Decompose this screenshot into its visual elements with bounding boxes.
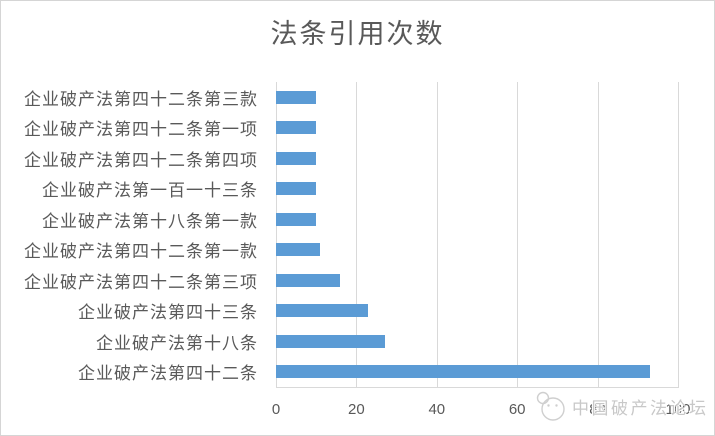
bar <box>276 182 317 196</box>
bar <box>276 334 385 348</box>
category-label: 企业破产法第十八条第一款 <box>42 211 258 231</box>
category-label: 企业破产法第四十二条第三项 <box>24 272 258 292</box>
x-tick-label: 60 <box>508 401 526 418</box>
bar-row <box>276 357 650 388</box>
bar-row <box>276 265 341 296</box>
bar <box>276 273 341 287</box>
bar-row <box>276 113 317 144</box>
gridline <box>517 82 519 387</box>
category-label: 企业破产法第一百一十三条 <box>42 181 258 201</box>
category-label: 企业破产法第四十二条第一项 <box>24 120 258 140</box>
bar <box>276 304 369 318</box>
chart-title: 法条引用次数 <box>270 19 445 49</box>
bar <box>276 365 650 379</box>
x-tick-label: 0 <box>271 401 281 418</box>
forum-logo-icon <box>536 391 565 421</box>
gridline <box>356 82 358 387</box>
x-tick-label: 40 <box>428 401 446 418</box>
bar-row <box>276 174 317 205</box>
bar-row <box>276 204 317 235</box>
category-label: 企业破产法第四十二条第四项 <box>24 150 258 170</box>
gridline <box>597 82 599 387</box>
x-tick-label: 20 <box>348 401 365 418</box>
bar-row <box>276 143 317 174</box>
bar-row <box>276 235 321 266</box>
bar <box>276 243 321 257</box>
category-axis-labels: 企业破产法第四十二条第三款 企业破产法第四十二条第一项 企业破产法第四十二条第四项企… <box>1 82 258 387</box>
bar <box>276 90 317 104</box>
x-tick-label: 100 <box>665 401 691 418</box>
category-label: 企业破产法第四十二条 <box>78 364 258 384</box>
bar <box>276 151 317 165</box>
bar <box>276 212 317 226</box>
bar-row <box>276 296 369 327</box>
plot-area <box>276 82 679 388</box>
x-axis-line <box>276 387 679 388</box>
category-label: 企业破产法第四十二条第一款 <box>24 242 258 262</box>
gridline <box>276 82 277 387</box>
category-label: 企业破产法第四十三条 <box>78 303 258 323</box>
gridline <box>436 82 438 387</box>
bar <box>276 121 317 135</box>
category-label: 企业破产法第十八条 <box>96 333 258 353</box>
category-label: 企业破产法第四十二条第三款 <box>24 89 258 109</box>
bar-row <box>276 326 385 357</box>
x-tick-label: 80 <box>589 401 606 418</box>
bar-row <box>276 82 317 113</box>
gridline <box>678 82 679 387</box>
